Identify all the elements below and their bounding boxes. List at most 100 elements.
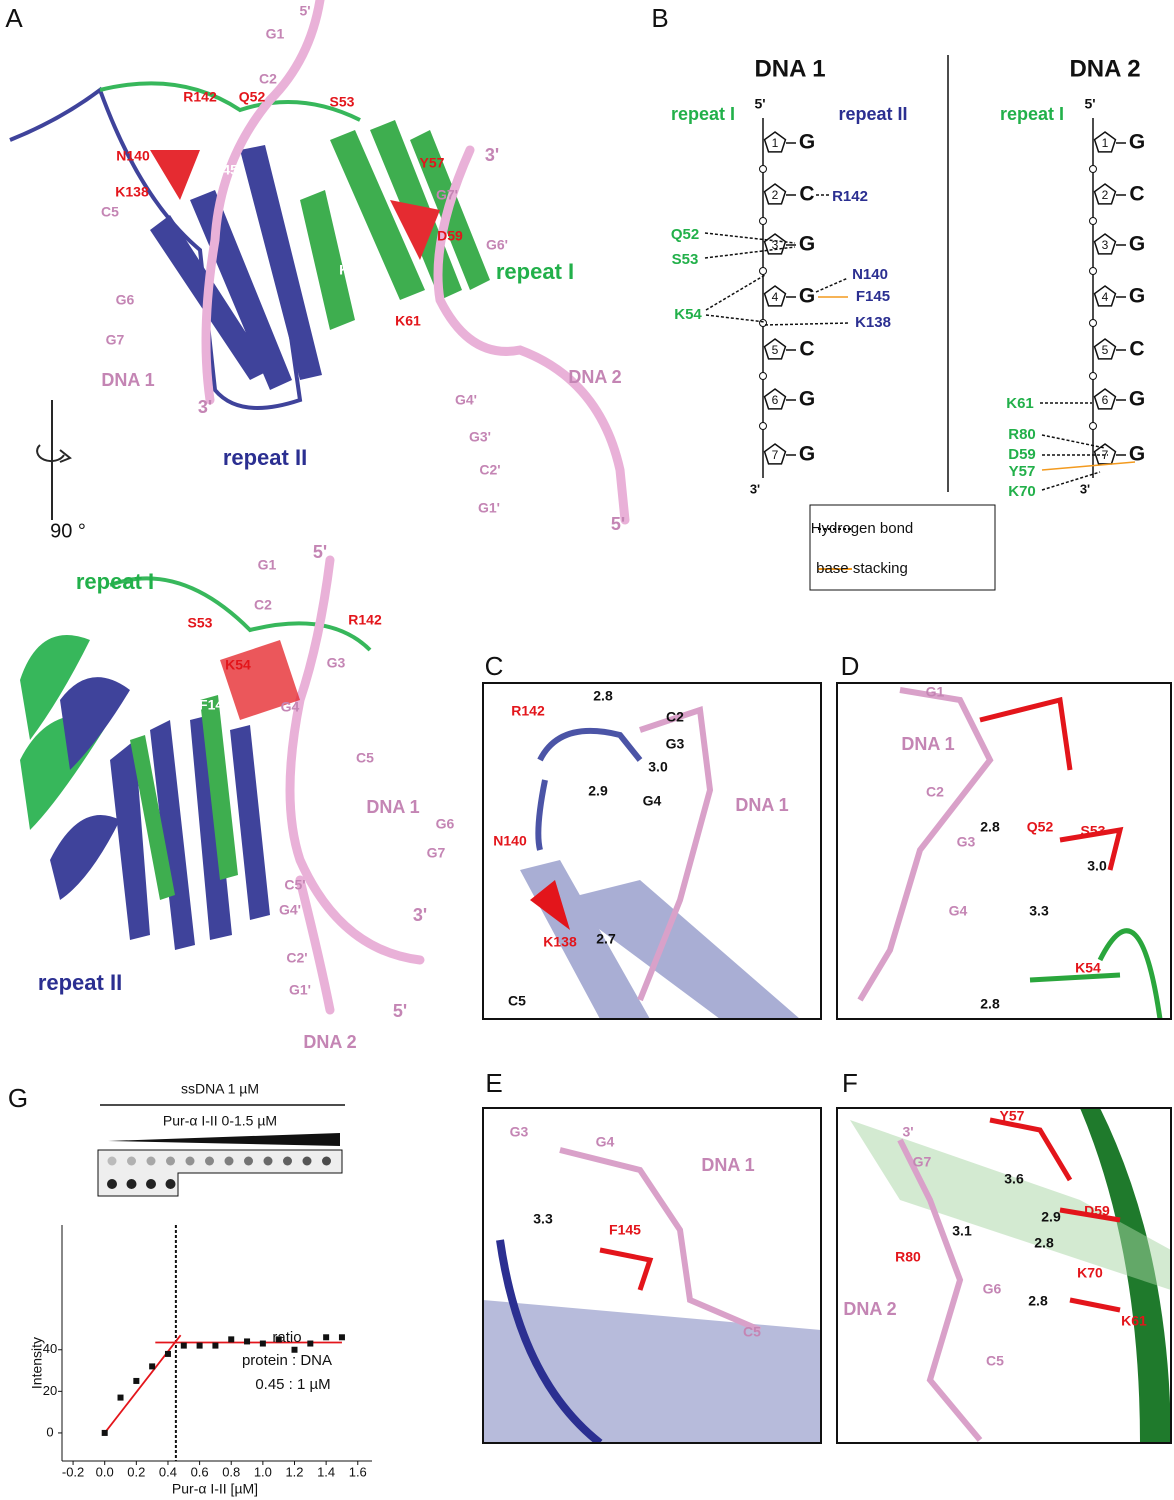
sugar <box>763 443 787 465</box>
label: 2.8 <box>593 688 613 704</box>
label: C5 <box>356 750 374 766</box>
label: 3.0 <box>1087 858 1107 874</box>
band <box>185 1156 195 1166</box>
point <box>244 1338 251 1345</box>
label: repeat I <box>76 569 154 594</box>
point <box>212 1342 219 1349</box>
sheet <box>850 1120 1171 1290</box>
header: ssDNA 1 µM <box>181 1081 259 1097</box>
x-tick-label: 1.4 <box>317 1464 335 1479</box>
label: C2 <box>666 709 684 725</box>
point <box>164 1350 171 1357</box>
label: F145 <box>206 162 238 178</box>
render-c <box>520 705 800 1019</box>
label: K138 <box>543 934 577 950</box>
panel-letter: A <box>5 3 23 33</box>
panel-letter: D <box>841 651 860 681</box>
y-tick-label: 40 <box>43 1341 57 1356</box>
label: 2.8 <box>1034 1235 1054 1251</box>
base: G <box>1129 388 1145 411</box>
x-tick-label: 1.6 <box>349 1464 367 1479</box>
residue <box>530 880 570 930</box>
hbond-line <box>1041 434 1106 449</box>
band <box>165 1179 176 1189</box>
loop <box>109 576 372 652</box>
hbond-line <box>1041 471 1101 491</box>
loop <box>99 81 361 122</box>
rotation-arrow <box>36 444 72 463</box>
hbond-line <box>705 314 766 323</box>
label: 3.3 <box>1029 903 1049 919</box>
label: 2.8 <box>1028 1293 1048 1309</box>
phosphate <box>759 165 767 173</box>
label: 3.0 <box>648 759 668 775</box>
label: DNA 2 <box>843 1299 896 1319</box>
label: Y57 <box>420 155 445 171</box>
nucleotide <box>857 687 994 1002</box>
point <box>338 1334 345 1341</box>
band <box>166 1156 175 1166</box>
structure-a-bottom <box>20 555 425 1015</box>
structure-a-top <box>9 0 630 525</box>
label: DNA 2 <box>568 367 621 387</box>
label: C5' <box>284 877 305 893</box>
label: K54 <box>225 657 251 673</box>
annotation: protein : DNA <box>242 1352 332 1369</box>
label: C2 <box>254 597 272 613</box>
label: DNA 1 <box>701 1155 754 1175</box>
gel-bands <box>107 1156 331 1189</box>
gel <box>97 1149 343 1197</box>
sugar <box>1093 183 1117 205</box>
label: R142 <box>511 703 545 719</box>
phosphate <box>1089 217 1097 225</box>
hbond-line <box>704 246 796 259</box>
label: K70 <box>1077 1265 1103 1281</box>
y-tick-label: 20 <box>43 1383 57 1398</box>
residue-label: R142 <box>832 188 868 205</box>
beta-sheet <box>300 120 490 330</box>
label: K138 <box>115 184 149 200</box>
helix <box>50 677 130 900</box>
label: G4' <box>279 902 301 918</box>
dna-title: DNA 1 <box>754 55 825 82</box>
sugar <box>763 131 787 153</box>
nucleotide <box>897 1138 983 1442</box>
nucleotide-number: 3 <box>772 238 779 252</box>
label: R142 <box>348 612 382 628</box>
nucleotide-number: 5 <box>772 343 779 357</box>
legend-label: base stacking <box>816 560 908 577</box>
x-tick-label: 1.2 <box>285 1464 303 1479</box>
band <box>302 1156 312 1166</box>
sugar <box>763 388 787 410</box>
x-tick-label: 0.6 <box>191 1464 209 1479</box>
label: DNA 1 <box>366 797 419 817</box>
x-tick-label: 1.0 <box>254 1464 272 1479</box>
legend-box <box>809 504 996 591</box>
label: G4 <box>596 1134 615 1150</box>
base: C <box>1129 183 1144 206</box>
label: 3' <box>413 905 427 925</box>
residue-label: Y57 <box>1009 463 1036 480</box>
label: C5 <box>101 204 119 220</box>
point <box>259 1340 266 1347</box>
phosphate <box>759 422 767 430</box>
nucleotide-number: 4 <box>1102 290 1109 304</box>
band <box>126 1179 137 1189</box>
nucleotide-number: 4 <box>772 290 779 304</box>
base: C <box>1129 338 1144 361</box>
label: DNA 1 <box>101 370 154 390</box>
base: G <box>799 388 815 411</box>
label: 5' <box>299 3 310 19</box>
label: 5' <box>313 542 327 562</box>
phosphate <box>1089 422 1097 430</box>
nucleotide-number: 7 <box>1102 448 1109 462</box>
label: G1' <box>478 500 500 516</box>
side-chains <box>150 150 440 260</box>
nucleotide-number: 2 <box>772 188 779 202</box>
base: G <box>799 443 815 466</box>
render-e <box>483 1147 821 1443</box>
phosphate <box>759 372 767 380</box>
label: C2' <box>479 462 500 478</box>
band <box>283 1156 292 1166</box>
annotation: 0.45 : 1 µM <box>255 1376 330 1393</box>
